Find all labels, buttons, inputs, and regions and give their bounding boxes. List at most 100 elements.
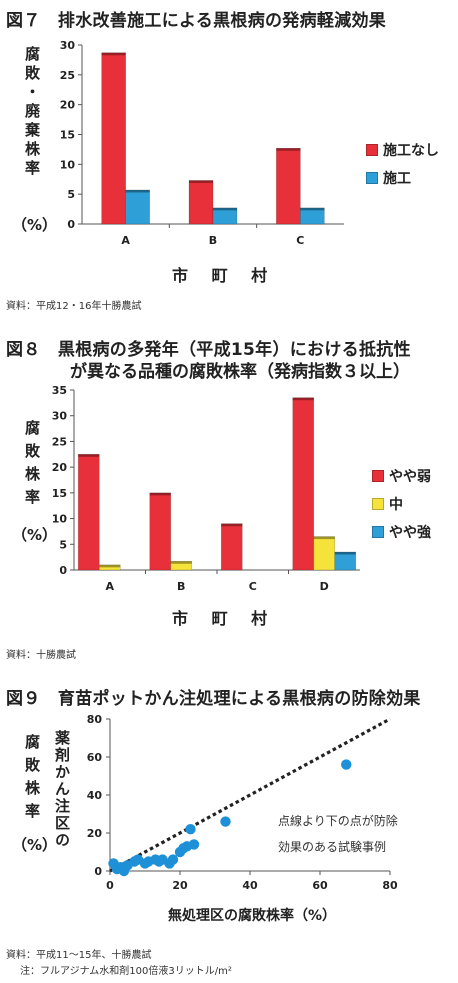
- fig7-legend-label: 施工: [383, 171, 411, 187]
- fig8-yunit: （%）: [12, 526, 58, 544]
- fig8-bar: [77, 453, 100, 571]
- fig8-chart: 0 5 10 15 20 25 30 35 A B C D: [52, 384, 360, 593]
- fig7-legend-label: 施工なし: [383, 143, 439, 159]
- fig7-bar-top-edge: [189, 180, 213, 183]
- fig8-y-tick-label: 10: [52, 513, 68, 526]
- fig8-source: 資料：十勝農試: [6, 650, 76, 661]
- fig8-y-tick-label: 15: [52, 487, 67, 500]
- fig8-x-tick-label: B: [177, 580, 185, 593]
- fig7-xlabel: 市 町 村: [172, 266, 277, 285]
- fig8-y-tick-label: 25: [52, 435, 67, 448]
- fig9-point: [220, 816, 231, 827]
- fig9-y-tick-label: 60: [87, 751, 103, 764]
- fig9-chart: 0 20 40 60 80 0 20 40 60 80: [87, 713, 398, 892]
- fig9-source: 資料：平成11～15年、十勝農試: [6, 950, 152, 961]
- fig7-legend-swatch-nashi: [366, 144, 378, 156]
- fig7-bar: [188, 180, 214, 225]
- fig8-legend-label: やや強: [389, 525, 431, 541]
- fig8-bar-top-edge: [170, 561, 192, 564]
- fig8-bar-top-edge: [99, 564, 121, 568]
- fig7-legend-swatch-seko: [366, 172, 378, 184]
- fig9-x-tick-label: 40: [242, 879, 258, 892]
- fig8-bar: [98, 564, 121, 571]
- fig7-y-tick-label: 20: [60, 99, 76, 112]
- fig7-bar-top-edge: [101, 52, 126, 56]
- fig9-point: [185, 824, 196, 835]
- fig7-bar: [276, 147, 301, 225]
- fig8-bar: [313, 536, 336, 571]
- fig7-legend-item: 施工なし: [366, 136, 439, 164]
- fig8-bar: [220, 523, 243, 571]
- fig8-bar: [170, 560, 193, 571]
- fig8-bar-top-edge: [334, 552, 356, 555]
- fig8-y-tick-label: 0: [59, 564, 67, 577]
- fig8-bar-top-edge: [149, 492, 171, 496]
- fig7-chart: 0 5 10 15 20 25 30 A B C: [60, 39, 344, 247]
- fig8-legend-swatch-yayakyo: [372, 526, 384, 538]
- fig8-bar-top-edge: [313, 536, 335, 540]
- fig8-legend-label: 中: [389, 497, 403, 513]
- fig7-bar-top-edge: [213, 207, 237, 211]
- fig7-y-tick-label: 0: [67, 218, 75, 231]
- fig7-y-tick-label: 30: [60, 39, 76, 52]
- fig9-y-tick-label: 40: [87, 789, 103, 802]
- fig8-legend-item: 中: [372, 490, 431, 518]
- fig9-x-tick-label: 80: [382, 879, 398, 892]
- fig8-x-tick-label: D: [320, 580, 329, 593]
- fig8-legend-swatch-chu: [372, 498, 384, 510]
- fig7-bar: [101, 52, 126, 225]
- fig8-legend-item: やや弱: [372, 462, 431, 490]
- fig7-yunit: （%）: [12, 216, 58, 234]
- fig8-bar: [149, 492, 172, 571]
- fig9-point: [188, 839, 200, 850]
- fig9-x-tick-label: 20: [172, 879, 188, 892]
- fig8-title-line2: が異なる品種の腐敗株率（発病指数３以上）: [70, 362, 410, 382]
- fig9-yunit: （%）: [12, 836, 58, 854]
- fig7-legend: 施工なし 施工: [366, 136, 439, 192]
- fig7-source: 資料：平成12・16年十勝農試: [6, 301, 142, 312]
- fig7-bar: [212, 207, 238, 225]
- fig7-x-tick-label: C: [296, 234, 304, 247]
- fig9-annotation-line2: 効果のある試験事例: [278, 840, 387, 854]
- fig9-axes: 0 20 40 60 80 0 20 40 60 80: [87, 713, 398, 892]
- fig9-x-tick-label: 0: [106, 879, 114, 892]
- fig7-y-tick-label: 5: [67, 188, 75, 201]
- fig8-legend-item: やや強: [372, 518, 431, 546]
- fig9-ylabel-main: 腐敗株率: [23, 734, 41, 826]
- fig9-point: [341, 759, 352, 770]
- fig8-x-tick-label: C: [249, 580, 257, 593]
- fig8-ylabel: 腐敗株率: [23, 420, 41, 512]
- fig8-xlabel: 市 町 村: [172, 609, 277, 628]
- fig9-x-tick-label: 60: [312, 879, 328, 892]
- fig7-x-tick-label: A: [121, 234, 130, 247]
- fig9-title: 図９ 育苗ポットかん注処理による黒根病の防除効果: [6, 689, 421, 709]
- fig8-y-tick-label: 30: [52, 410, 68, 423]
- fig8-bar: [334, 551, 357, 571]
- fig7-legend-item: 施工: [366, 164, 439, 192]
- fig7-y-tick-label: 15: [60, 129, 75, 142]
- fig8-legend-swatch-yayajaku: [372, 470, 384, 482]
- fig7-bar-top-edge: [125, 189, 150, 193]
- fig7-x-tick-label: B: [209, 234, 217, 247]
- fig9-annotation-line1: 点線より下の点が防除: [278, 814, 398, 828]
- fig8-x-tick-label: A: [105, 580, 114, 593]
- fig7-bar: [125, 189, 150, 225]
- fig8-title: 図８ 黒根病の多発年（平成15年）における抵抗性: [6, 340, 411, 360]
- fig7-bar-top-edge: [276, 148, 301, 151]
- fig7-bar: [300, 207, 325, 225]
- fig8-y-tick-label: 35: [52, 384, 67, 397]
- fig8-y-tick-label: 20: [52, 461, 68, 474]
- fig7-ylabel: 腐敗・廃棄株率: [23, 46, 41, 179]
- fig7-title: 図７ 排水改善施工による黒根病の発病軽減効果: [6, 11, 387, 31]
- fig8-legend: やや弱 中 やや強: [372, 462, 431, 546]
- fig9-y-tick-label: 80: [87, 713, 103, 726]
- fig8-bar-top-edge: [78, 454, 100, 457]
- fig9-reference-line: [109, 717, 391, 873]
- fig7-y-tick-label: 10: [60, 158, 76, 171]
- fig9-point: [167, 854, 179, 865]
- fig7-bar-top-edge: [300, 207, 325, 211]
- fig9-ylabel-side: 薬剤かん注区の: [53, 730, 71, 849]
- fig9-xlabel: 無処理区の腐敗株率（%）: [168, 908, 337, 924]
- fig8-bar-top-edge: [221, 523, 243, 527]
- fig7-y-tick-label: 25: [60, 69, 75, 82]
